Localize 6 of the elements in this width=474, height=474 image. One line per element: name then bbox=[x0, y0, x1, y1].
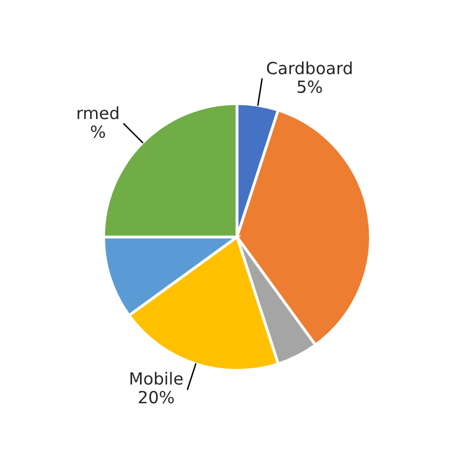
slice-label: Cardboard bbox=[266, 61, 352, 74]
slice-label: Mobile bbox=[130, 372, 183, 385]
data-label: 5% bbox=[298, 80, 322, 94]
slice-label: rmed bbox=[78, 106, 118, 120]
data-label: 20% bbox=[138, 390, 174, 404]
data-label: % bbox=[90, 125, 105, 138]
